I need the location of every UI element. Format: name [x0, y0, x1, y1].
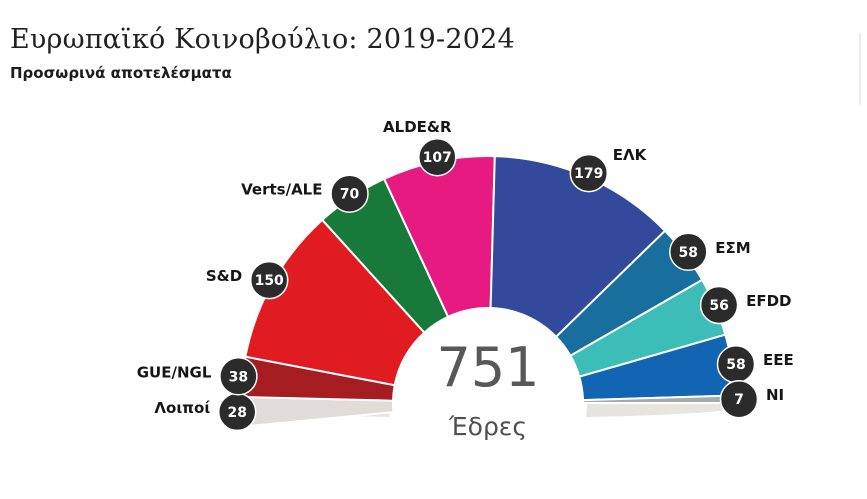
seat-count: 70 — [340, 187, 360, 203]
party-label-alde-r: ALDE&R — [383, 118, 452, 136]
party-label-s-d: S&D — [206, 267, 242, 285]
seat-badge-alde-r: 107 — [418, 137, 457, 177]
party-label-eee: EEE — [763, 351, 794, 369]
seat-count: 150 — [255, 273, 284, 289]
wedge-ελκ[interactable] — [489, 155, 666, 338]
seat-count: 28 — [227, 405, 246, 421]
seat-badge-λοιποί: 28 — [217, 392, 257, 432]
seat-count: 56 — [709, 298, 728, 314]
seat-badge-efdd: 56 — [699, 285, 739, 325]
party-label-ελκ: ΕΛΚ — [613, 146, 648, 164]
page-edge-line — [859, 33, 861, 105]
wedge-λοιποί[interactable] — [240, 395, 395, 428]
party-label-εσμ: ΕΣΜ — [715, 239, 750, 257]
seat-count: 58 — [726, 357, 745, 373]
seat-count: 38 — [229, 369, 248, 385]
seat-count: 7 — [734, 392, 744, 408]
party-label-ni: NI — [766, 386, 784, 404]
page-subtitle: Προσωρινά αποτελέσματα — [10, 64, 232, 82]
seat-count: 58 — [679, 245, 698, 261]
party-label-verts-ale: Verts/ALE — [241, 181, 322, 199]
seat-badge-verts-ale: 70 — [330, 174, 369, 213]
wedge-s-d[interactable] — [244, 218, 426, 387]
chart-header: Ευρωπαϊκό Κοινοβούλιο: 2019-2024 Προσωρι… — [10, 24, 515, 82]
page-title: Ευρωπαϊκό Κοινοβούλιο: 2019-2024 — [10, 24, 515, 55]
party-label-efdd: EFDD — [746, 292, 791, 310]
seat-badge-ελκ: 179 — [569, 153, 609, 193]
seat-badge-ni: 7 — [719, 379, 759, 419]
seat-badge-εσμ: 58 — [669, 232, 708, 272]
total-seats-caption: Έδρες — [448, 412, 528, 441]
seat-badge-eee: 58 — [716, 344, 756, 384]
seat-count: 107 — [423, 150, 452, 166]
seat-badge-s-d: 150 — [249, 260, 289, 300]
party-label-λοιποί: Λοιποί — [154, 399, 210, 417]
party-label-gue-ngl: GUE/NGL — [137, 363, 212, 381]
seat-badge-gue-ngl: 38 — [219, 357, 258, 396]
seat-count: 179 — [574, 166, 603, 182]
total-seats-value: 751 — [436, 336, 540, 399]
